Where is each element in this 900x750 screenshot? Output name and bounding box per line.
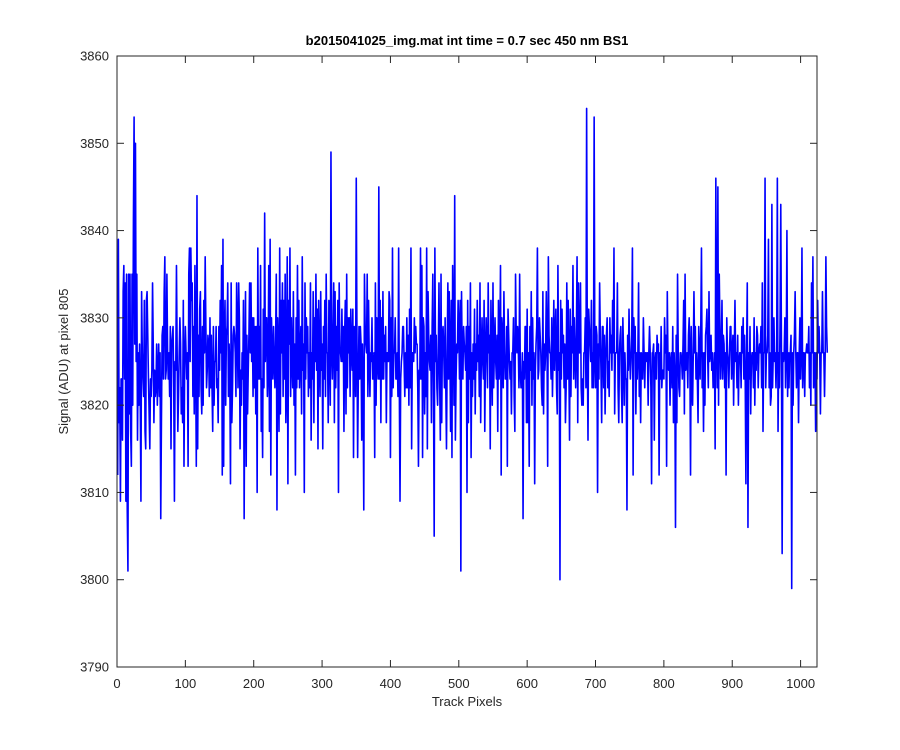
x-tick-label: 100 [175, 676, 197, 691]
x-axis-label: Track Pixels [432, 694, 503, 709]
x-tick-label: 700 [585, 676, 607, 691]
x-tick-label: 600 [516, 676, 538, 691]
series-line-0 [116, 107, 829, 590]
y-tick-label: 3830 [80, 310, 109, 325]
series-layer [116, 107, 829, 590]
x-tick-label: 0 [113, 676, 120, 691]
x-axis: 0 100 200 300 400 500 600 700 800 900 1000 [113, 56, 815, 691]
y-tick-label: 3810 [80, 485, 109, 500]
x-tick-label: 900 [721, 676, 743, 691]
chart-title: b2015041025_img.mat int time = 0.7 sec 4… [306, 33, 629, 48]
x-tick-label: 500 [448, 676, 470, 691]
y-tick-label: 3840 [80, 223, 109, 238]
y-axis: 3790 3800 3810 3820 3830 3840 3850 3860 [80, 49, 817, 675]
y-tick-label: 3790 [80, 660, 109, 675]
y-axis-label: Signal (ADU) at pixel 805 [56, 289, 71, 435]
x-tick-label: 200 [243, 676, 265, 691]
y-tick-label: 3850 [80, 136, 109, 151]
x-tick-label: 400 [380, 676, 402, 691]
axes-box [116, 55, 818, 668]
x-tick-label: 300 [311, 676, 333, 691]
y-tick-label: 3860 [80, 49, 109, 64]
y-tick-label: 3820 [80, 398, 109, 413]
x-tick-label: 1000 [786, 676, 815, 691]
x-tick-label: 800 [653, 676, 675, 691]
y-tick-label: 3800 [80, 572, 109, 587]
